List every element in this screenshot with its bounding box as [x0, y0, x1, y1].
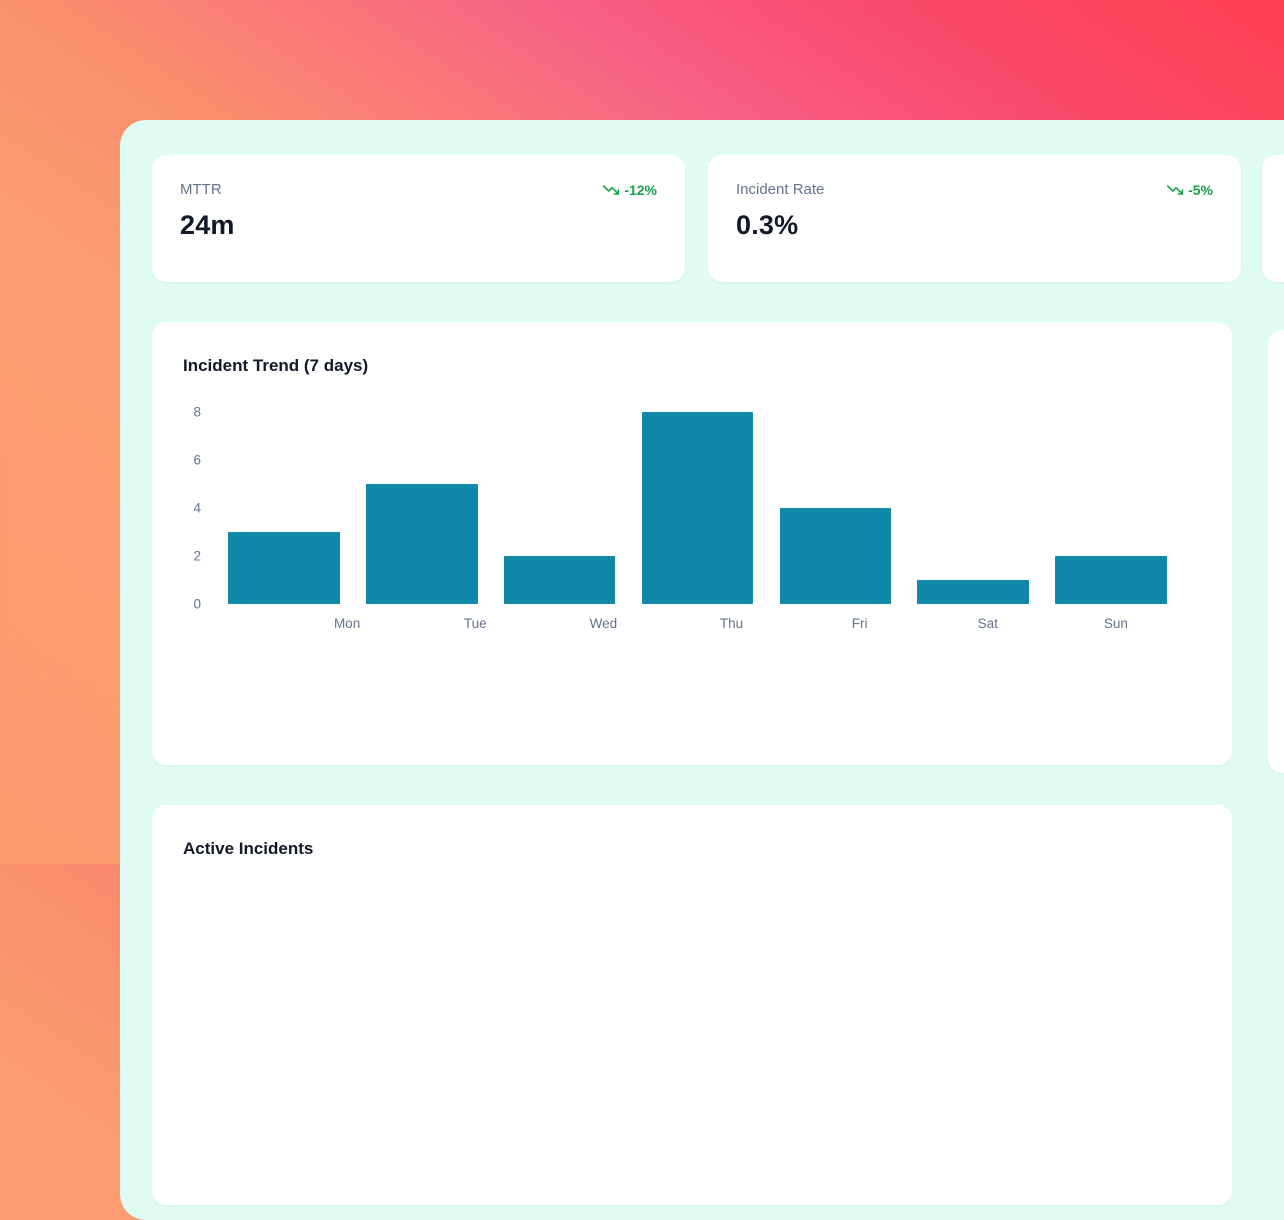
bar-fri — [779, 508, 892, 604]
stat-delta: -12% — [603, 182, 657, 198]
bar-chart: 0 2 4 6 8 — [152, 405, 1232, 612]
chart-title: Incident Trend (7 days) — [183, 356, 369, 375]
bar-column — [904, 412, 1042, 604]
stat-card-content: MTTR -12% 24m — [152, 155, 685, 267]
x-axis-label: Mon — [333, 616, 361, 631]
bar-sat — [917, 580, 1030, 604]
incident-trend-card: Incident Trend (7 days) 0 2 4 6 8 Mon Tue Wed T… — [152, 322, 1232, 765]
y-tick-label: 2 — [193, 548, 201, 564]
bar-column — [766, 412, 904, 604]
stat-card-mttr: MTTR -12% 24m — [152, 155, 685, 282]
stat-card-content: Incident Rate -5% 0.3% — [708, 155, 1241, 267]
x-axis-label: Wed — [589, 616, 618, 631]
stat-value: 24m — [180, 210, 235, 240]
bar-column — [215, 412, 353, 604]
trending-down-icon — [603, 182, 620, 198]
x-axis-label: Tue — [463, 616, 487, 631]
stat-card-partial — [1262, 155, 1284, 282]
stat-delta-value: -12% — [624, 181, 657, 198]
stat-card-incident-rate: Incident Rate -5% 0.3% — [708, 155, 1241, 282]
x-axis-label: Sat — [977, 616, 998, 631]
side-card-partial — [1268, 330, 1284, 773]
stat-delta: -5% — [1167, 182, 1213, 198]
bar-column — [1042, 412, 1180, 604]
bar-thu — [641, 412, 754, 604]
stat-value: 0.3% — [736, 210, 799, 240]
x-axis-label: Fri — [851, 616, 868, 631]
bar-tue — [365, 484, 478, 604]
y-tick-label: 4 — [193, 500, 201, 516]
stat-label: Incident Rate — [736, 181, 825, 198]
x-axis-label: Thu — [719, 616, 744, 631]
active-incidents-card: Active Incidents — [152, 805, 1232, 1205]
bar-column — [491, 412, 629, 604]
bar-plot — [215, 412, 1180, 604]
y-tick-label: 8 — [193, 404, 201, 420]
stat-label: MTTR — [180, 181, 222, 198]
bar-wed — [503, 556, 616, 604]
trending-down-icon — [1167, 182, 1184, 198]
bar-sun — [1055, 556, 1167, 604]
y-tick-label: 0 — [193, 596, 201, 612]
y-tick-label: 6 — [193, 452, 201, 468]
x-axis-labels: Mon Tue Wed Thu Fri Sat Sun — [283, 616, 1180, 631]
active-incidents-title: Active Incidents — [183, 839, 314, 858]
dashboard-panel: MTTR -12% 24m Incident Rate — [120, 120, 1284, 1220]
bar-mon — [228, 532, 340, 604]
y-axis: 0 2 4 6 8 — [152, 405, 215, 612]
stat-delta-value: -5% — [1188, 181, 1213, 198]
bar-column — [629, 412, 767, 604]
x-axis-label: Sun — [1103, 616, 1128, 631]
bar-column — [353, 412, 491, 604]
